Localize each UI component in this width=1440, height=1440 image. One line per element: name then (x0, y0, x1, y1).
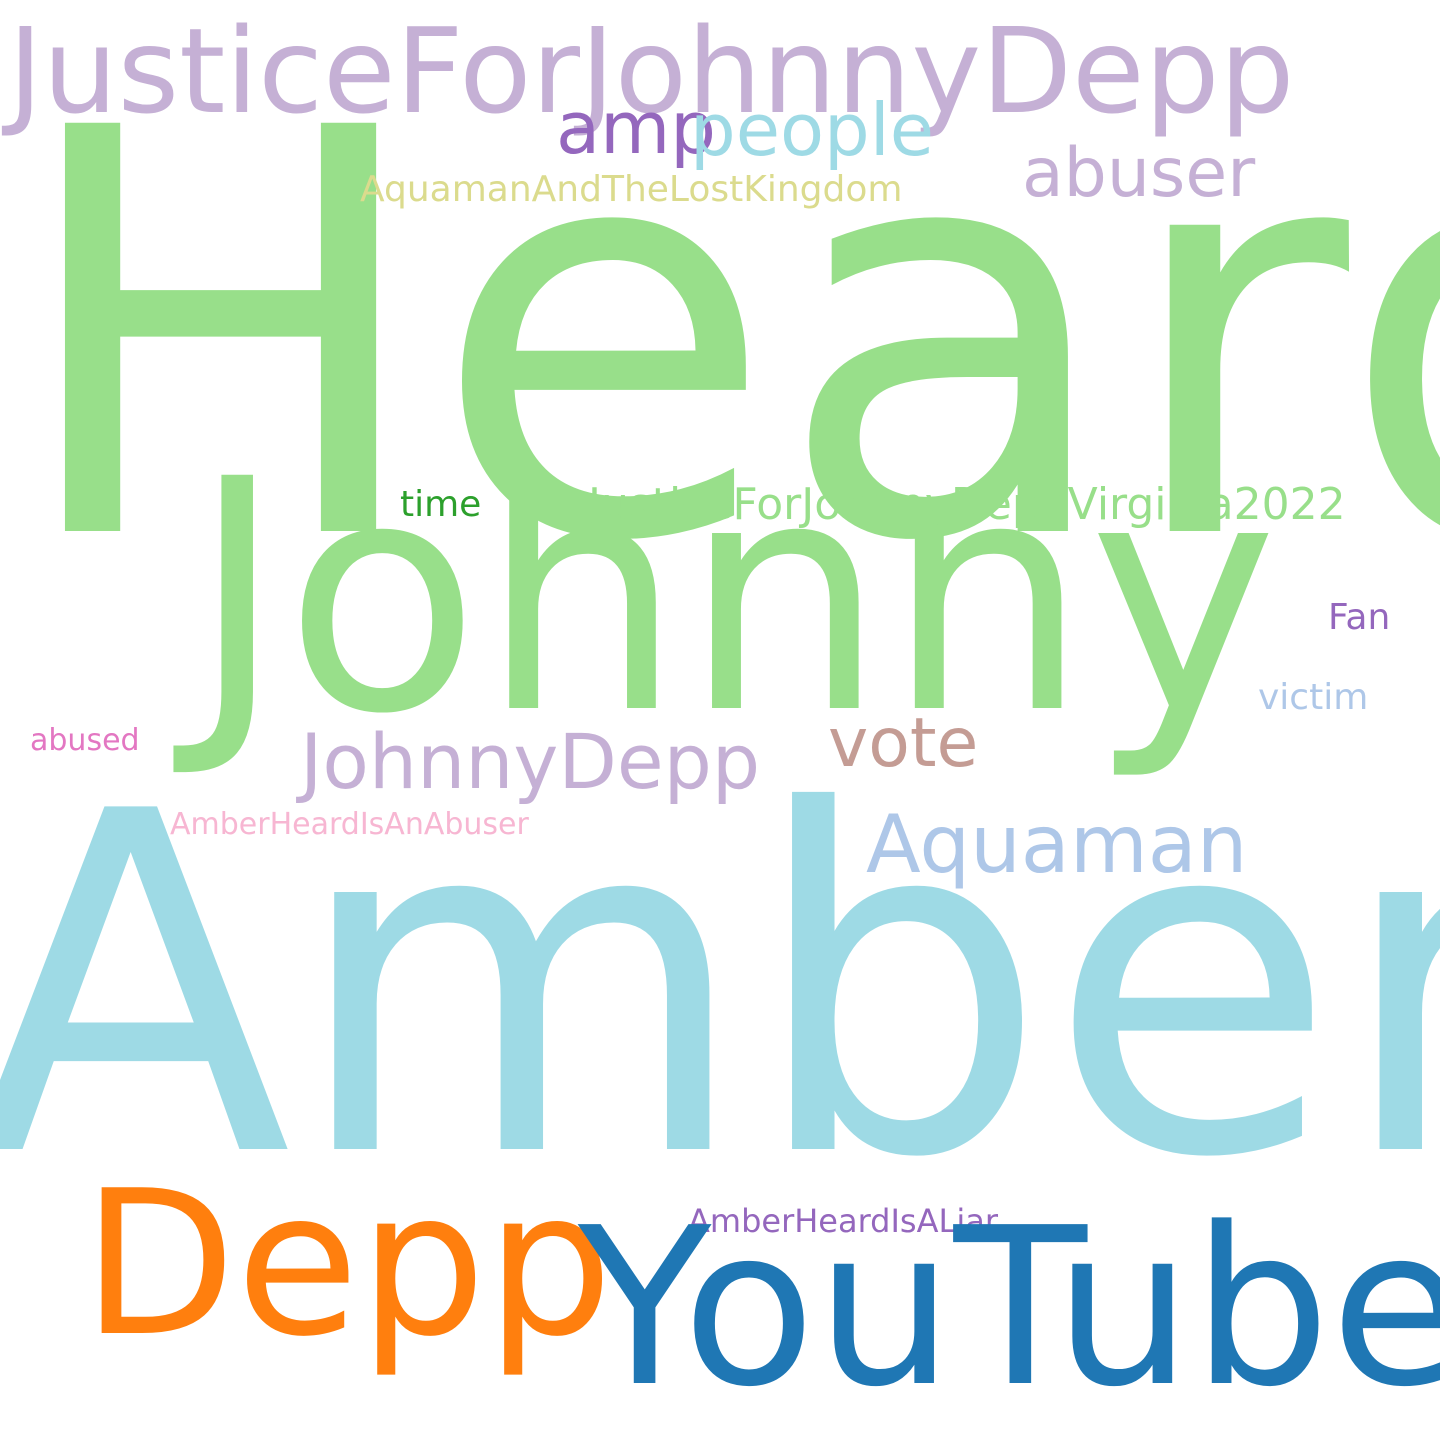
word-johnny: Johnny (190, 412, 1278, 784)
word-abuser: abuser (1022, 134, 1256, 213)
word-heard: Heard (10, 12, 1440, 664)
word-fan: Fan (1328, 597, 1391, 638)
word-victim: victim (1258, 677, 1369, 718)
word-justiceforjohnnydeppvirginia2022: JusticeForJohnnyDeppVirginia2022 (588, 479, 1346, 530)
word-amberheardisanabuser: AmberHeardIsAnAbuser (170, 807, 529, 842)
word-youtube: YouTube (578, 1182, 1440, 1435)
word-justiceforjohnnydepp: JusticeForJohnnyDepp (8, 2, 1295, 140)
word-aquaman: Aquaman (866, 798, 1248, 891)
word-amp: amp (556, 86, 716, 170)
word-people: people (690, 88, 935, 172)
word-aquamanandthelostkingdom: AquamanAndTheLostKingdom (360, 169, 903, 210)
word-amberheardisaliar: AmberHeardIsALiar (688, 1202, 998, 1240)
word-abused: abused (30, 723, 140, 758)
word-amber: Amber (0, 713, 1440, 1260)
word-johnnydepp: JohnnyDepp (300, 717, 761, 806)
word-time: time (400, 484, 482, 525)
word-depp: Depp (82, 1148, 613, 1381)
word-vote: vote (828, 704, 979, 783)
